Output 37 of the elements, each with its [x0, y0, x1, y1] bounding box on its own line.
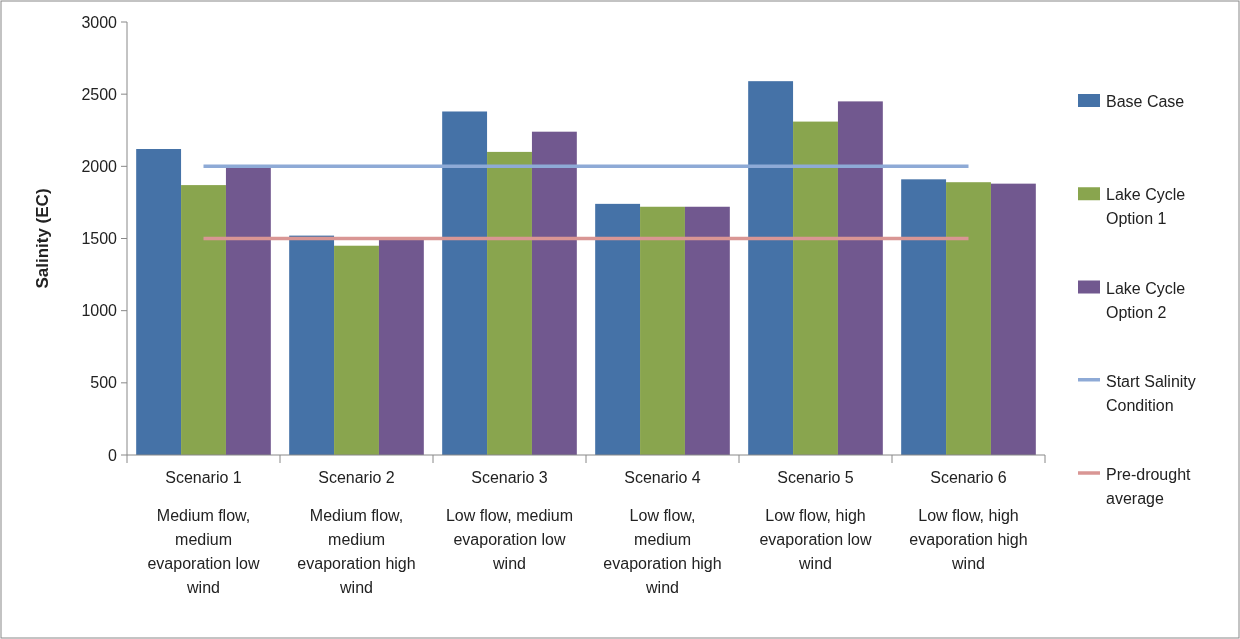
category-label: Scenario 3 Low flow, medium evaporation low wind [445, 469, 574, 572]
category-label: Scenario 1 Medium flow, medium evaporation low wind [147, 469, 260, 596]
bar [595, 203, 641, 455]
bar [181, 185, 226, 455]
bar [901, 179, 947, 455]
bar [837, 101, 883, 455]
bar [748, 81, 794, 455]
legend-label: Start Salinity Condition [1106, 372, 1196, 414]
y-tick-label: 0 [108, 446, 118, 464]
y-axis-title: Salinity (EC) [33, 188, 52, 289]
bar [225, 166, 271, 455]
y-tick-label: 2000 [81, 157, 118, 175]
bar [442, 111, 488, 455]
legend-label: Lake Cycle Option 2 [1106, 279, 1186, 321]
y-tick-label: 3000 [81, 13, 118, 31]
bar [684, 206, 730, 455]
category-label: Scenario 6 Low flow, high evaporation high wind [909, 469, 1028, 572]
legend-label: Pre-drought average [1106, 466, 1192, 507]
category-label: Scenario 5 Low flow, high evaporation low wind [759, 469, 872, 572]
bar [136, 149, 182, 455]
category-label: Scenario 2 Medium flow, medium evaporation high wind [297, 469, 416, 596]
bar [531, 131, 577, 455]
bar [946, 182, 991, 455]
category-label: Scenario 4 Low flow, medium evaporation high wind [603, 469, 722, 596]
y-tick-label: 1500 [81, 230, 118, 248]
bar [334, 245, 379, 455]
bar [793, 121, 838, 455]
legend-label: Base Case [1106, 93, 1185, 110]
bar [990, 183, 1036, 455]
legend-label: Lake Cycle Option 1 [1106, 186, 1186, 228]
bar [378, 239, 424, 455]
bar [487, 151, 532, 455]
y-tick-label: 1000 [81, 302, 118, 320]
bar [289, 235, 335, 455]
y-tick-label: 500 [90, 374, 118, 392]
bar [640, 206, 685, 455]
y-tick-label: 2500 [81, 85, 118, 103]
